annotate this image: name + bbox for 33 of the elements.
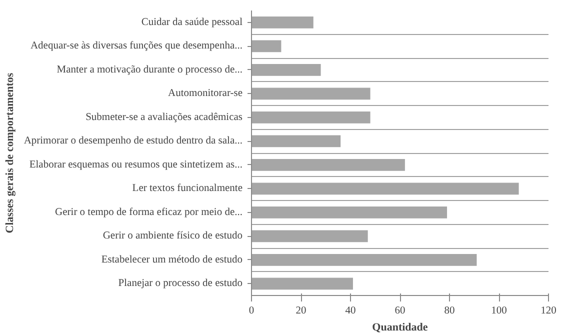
y-tick-label: Submeter-se a avaliações acadêmicas	[86, 112, 243, 123]
bar	[252, 182, 519, 195]
y-tick-label: Aprimorar o desempenho de estudo dentro da sala...	[24, 136, 242, 147]
x-tick-label: 100	[491, 306, 507, 316]
bar	[252, 254, 477, 266]
y-axis-title: Classes gerais de comportamentos	[4, 72, 16, 234]
x-tick-label: 120	[540, 306, 556, 316]
y-tick-label: Cuidar da saúde pessoal	[141, 16, 243, 28]
y-tick-label: Manter a motivação durante o processo de...	[56, 64, 243, 76]
y-tick-label: Ler textos funcionalmente	[132, 183, 243, 194]
y-tick-label: Gerir o tempo de forma eficaz por meio de...	[55, 206, 243, 218]
x-tick-label: 40	[345, 306, 356, 316]
bar	[252, 278, 353, 290]
y-tick-label: Gerir o ambiente físico de estudo	[102, 230, 243, 242]
bar	[252, 158, 405, 171]
bar	[252, 206, 448, 218]
bar	[252, 16, 314, 28]
y-tick-label: Planejar o processo de estudo	[118, 278, 243, 290]
bar	[252, 64, 321, 76]
bar	[252, 135, 341, 148]
x-tick-label: 60	[394, 306, 406, 316]
x-axis-title: Quantidade	[372, 322, 428, 334]
y-tick-label: Elaborar esquemas ou resumos que sintetizem as...	[29, 159, 243, 170]
x-tick-label: 80	[444, 306, 455, 316]
x-tick-label: 0	[248, 306, 254, 316]
bar	[252, 88, 370, 100]
y-tick-label: Adequar-se às diversas funções que desempenha...	[30, 40, 242, 52]
bar	[252, 111, 370, 124]
bar	[252, 40, 282, 52]
bar	[252, 230, 368, 242]
y-tick-label: Estabelecer um método de estudo	[101, 254, 243, 266]
y-tick-label: Automonitorar-se	[168, 88, 243, 100]
x-tick-label: 20	[296, 306, 306, 316]
